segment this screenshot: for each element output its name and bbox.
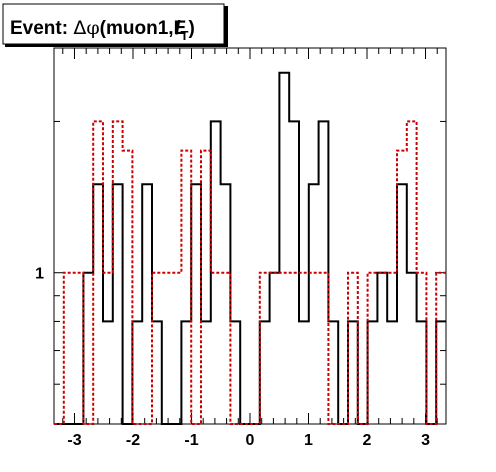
x-tick-label: -2 [126,432,140,449]
chart-title: Event: Δφ(muon1,E/T) [10,17,195,43]
series-line-2 [54,120,446,425]
x-tick-label: 0 [246,432,255,449]
x-tick-label: 2 [363,432,372,449]
title-met-slash: / [175,18,181,39]
x-tick-label: 1 [304,432,313,449]
title-met-subscript: T [181,28,189,43]
title-delta-symbol: Δ [73,17,86,39]
title-met-letter: E [174,18,187,39]
title-phi-symbol: φ [86,17,99,39]
title-prefix: Event: [10,18,73,39]
x-tick-label: -1 [184,432,198,449]
tick-labels: -3 -2 -1 0 1 2 3 1 [35,266,430,449]
x-tick-label: -3 [67,432,81,449]
title-open-text: (muon1, [100,18,174,39]
x-tick-label: 3 [421,432,430,449]
title-box: Event: Δφ(muon1,E/T) [2,3,228,47]
series-layer [54,71,446,425]
y-tick-label: 1 [35,266,44,283]
title-close-paren: ) [188,18,194,39]
